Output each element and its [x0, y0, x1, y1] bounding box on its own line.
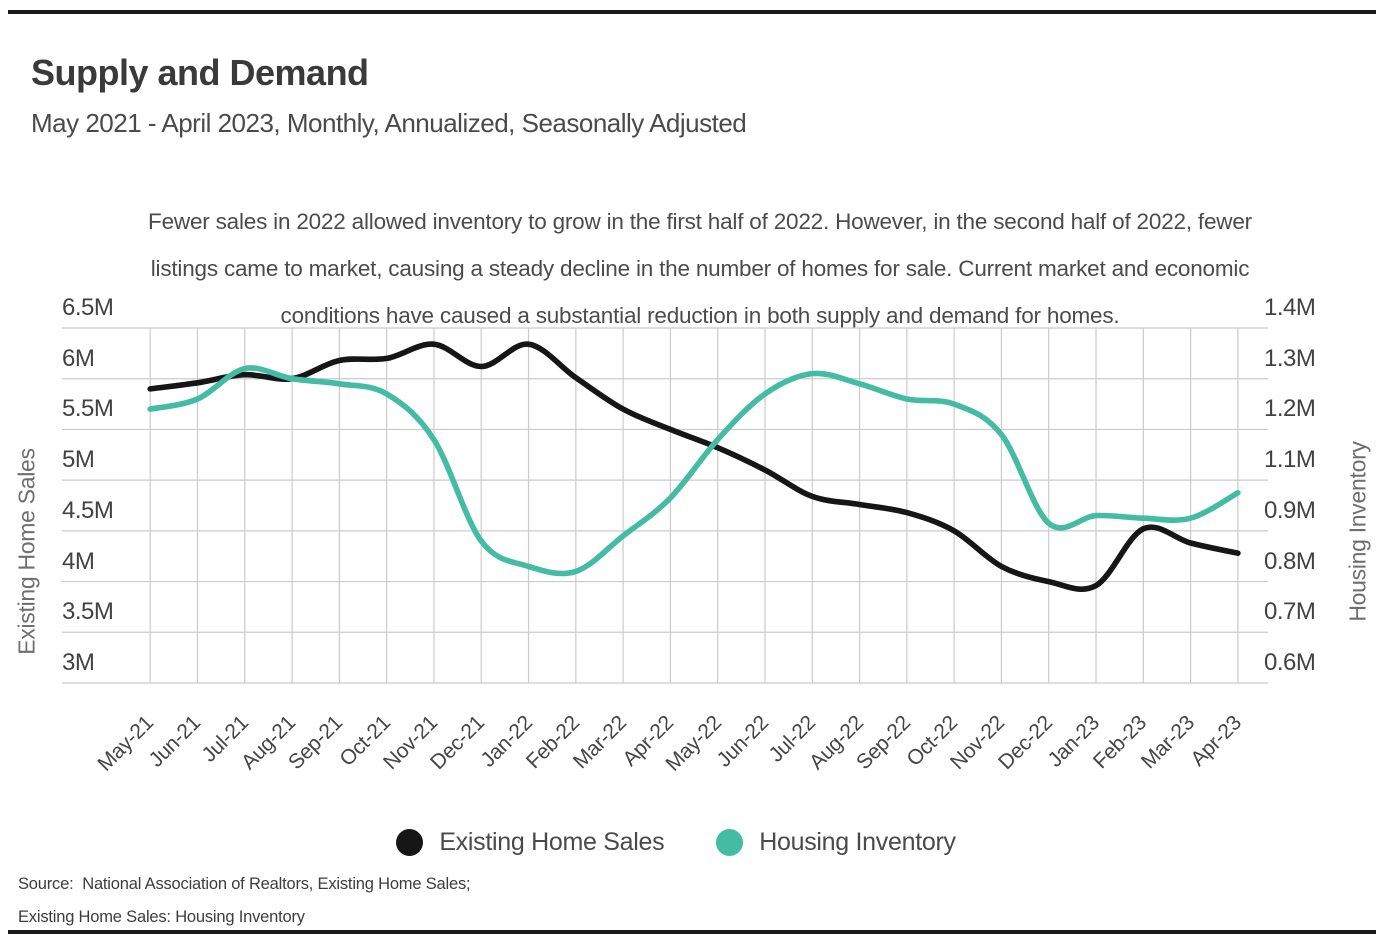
- legend-dot-housing-inventory: [716, 829, 744, 856]
- left-axis-title: Existing Home Sales: [13, 448, 40, 655]
- page-title: Supply and Demand: [31, 52, 369, 93]
- chart-annotation: Fewer sales in 2022 allowed inventory to…: [60, 198, 1340, 339]
- right-axis-tick-label: 1.1M: [1264, 446, 1316, 474]
- right-axis-title: Housing Inventory: [1344, 441, 1371, 622]
- series-line-housing-inventory: [147, 365, 1241, 577]
- annotation-line-2: listings came to market, causing a stead…: [150, 256, 1250, 281]
- source-note: Source: National Association of Realtors…: [18, 868, 471, 934]
- series-line-existing-home-sales: [147, 341, 1241, 592]
- legend-label-existing-home-sales: Existing Home Sales: [439, 828, 665, 856]
- legend-dot-existing-home-sales: [396, 829, 424, 856]
- right-axis-tick-label: 0.6M: [1264, 649, 1316, 676]
- right-axis-tick-label: 1.2M: [1264, 395, 1316, 423]
- page-subtitle: May 2021 - April 2023, Monthly, Annualiz…: [31, 108, 747, 138]
- left-axis-tick-label: 4.5M: [62, 496, 114, 524]
- chart-legend: Existing Home Sales Housing Inventory: [0, 828, 1352, 857]
- right-axis-tick-label: 0.8M: [1264, 547, 1316, 575]
- top-rule: [8, 10, 1376, 14]
- right-axis-tick-label: 0.9M: [1264, 496, 1316, 524]
- left-axis-tick-label: 5M: [62, 446, 95, 474]
- source-line-1: Source: National Association of Realtors…: [18, 875, 471, 893]
- source-line-2: Existing Home Sales: Housing Inventory: [18, 908, 305, 926]
- left-axis-tick-label: 3.5M: [62, 598, 114, 626]
- left-axis-tick-label: 5.5M: [62, 395, 114, 423]
- bottom-rule: [8, 930, 1376, 934]
- right-axis-tick-label: 1.4M: [1264, 294, 1316, 321]
- annotation-line-1: Fewer sales in 2022 allowed inventory to…: [148, 209, 1252, 234]
- right-axis-tick-label: 0.7M: [1264, 598, 1316, 626]
- legend-label-housing-inventory: Housing Inventory: [759, 828, 956, 856]
- right-axis-tick-label: 1.3M: [1264, 344, 1316, 372]
- annotation-line-3: conditions have caused a substantial red…: [280, 303, 1120, 328]
- left-axis-tick-label: 6M: [62, 344, 95, 372]
- left-axis-tick-label: 6.5M: [62, 294, 114, 321]
- left-axis-tick-label: 4M: [62, 547, 95, 575]
- left-axis-tick-label: 3M: [62, 649, 95, 676]
